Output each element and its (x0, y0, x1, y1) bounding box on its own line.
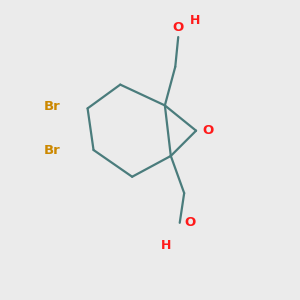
Text: O: O (172, 21, 184, 34)
Text: Br: Br (44, 100, 61, 113)
Text: H: H (161, 239, 172, 252)
Text: Br: Br (44, 143, 61, 157)
Text: O: O (202, 124, 214, 137)
Text: H: H (190, 14, 200, 27)
Text: O: O (184, 216, 195, 229)
